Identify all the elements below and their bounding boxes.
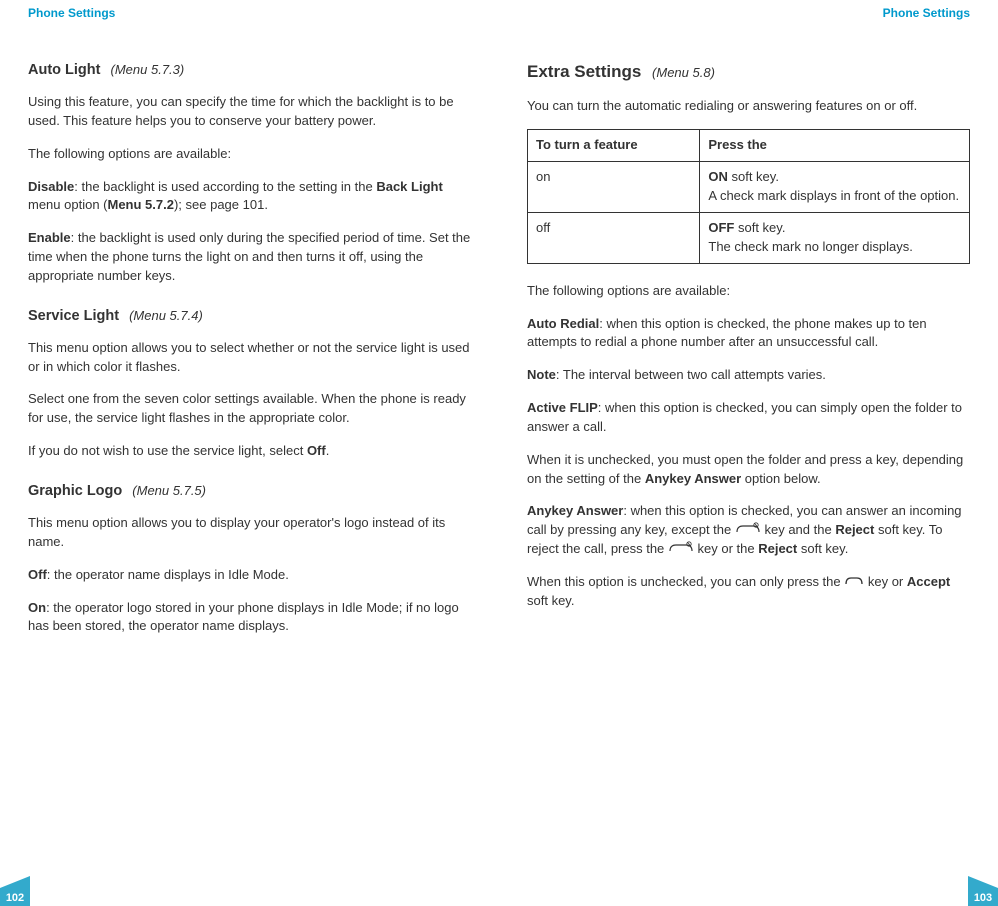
label: OFF (708, 220, 734, 235)
heading-text: Auto Light (28, 62, 100, 78)
para-enable: Enable: the backlight is used only durin… (28, 229, 471, 286)
heading-extra-settings: Extra Settings (Menu 5.8) (527, 60, 970, 85)
end-key-icon (735, 521, 761, 540)
para: Anykey Answer: when this option is check… (527, 502, 970, 559)
heading-text: Graphic Logo (28, 483, 122, 499)
table-cell: OFF soft key. The check mark no longer d… (700, 213, 970, 264)
text: soft key. The check mark no longer displ… (708, 220, 912, 254)
text: key and the (761, 522, 835, 537)
para-disable: Disable: the backlight is used according… (28, 178, 471, 216)
para: Select one from the seven color settings… (28, 390, 471, 428)
para: This menu option allows you to select wh… (28, 339, 471, 377)
text: : the operator name displays in Idle Mod… (47, 567, 289, 582)
para: The following options are available: (527, 282, 970, 301)
menu-tag: (Menu 5.8) (652, 65, 715, 80)
text: : the backlight is used only during the … (28, 230, 470, 283)
menu-tag: (Menu 5.7.4) (129, 308, 203, 323)
text: When this option is unchecked, you can o… (527, 574, 844, 589)
para: You can turn the automatic redialing or … (527, 97, 970, 116)
label: Menu 5.7.2 (108, 197, 174, 212)
label: Off (307, 443, 326, 458)
text: ); see page 101. (174, 197, 268, 212)
para: The following options are available: (28, 145, 471, 164)
menu-tag: (Menu 5.7.3) (111, 62, 185, 77)
text: soft key. A check mark displays in front… (708, 169, 959, 203)
table-header-row: To turn a feature Press the (528, 130, 970, 162)
para: Off: the operator name displays in Idle … (28, 566, 471, 585)
label: Auto Redial (527, 316, 599, 331)
page-spread: Phone Settings Auto Light (Menu 5.7.3) U… (0, 0, 998, 906)
table-row: off OFF soft key. The check mark no long… (528, 213, 970, 264)
page-number-triangle (968, 876, 998, 888)
heading-text: Extra Settings (527, 62, 641, 81)
label: Reject (835, 522, 874, 537)
para: Using this feature, you can specify the … (28, 93, 471, 131)
table-header: Press the (700, 130, 970, 162)
page-102: Phone Settings Auto Light (Menu 5.7.3) U… (0, 0, 499, 906)
para: On: the operator logo stored in your pho… (28, 599, 471, 637)
text: option below. (741, 471, 821, 486)
page-content-right: Extra Settings (Menu 5.8) You can turn t… (527, 60, 970, 611)
label: Disable (28, 179, 74, 194)
page-103: Phone Settings Extra Settings (Menu 5.8)… (499, 0, 998, 906)
text: key or (864, 574, 907, 589)
text: If you do not wish to use the service li… (28, 443, 307, 458)
heading-graphic-logo: Graphic Logo (Menu 5.7.5) (28, 481, 471, 502)
para: Note: The interval between two call atte… (527, 366, 970, 385)
label: Note (527, 367, 556, 382)
page-header-left: Phone Settings (28, 6, 471, 20)
table-cell: off (528, 213, 700, 264)
text: : The interval between two call attempts… (556, 367, 826, 382)
table-cell: on (528, 162, 700, 213)
end-key-icon (668, 540, 694, 559)
label: Off (28, 567, 47, 582)
heading-text: Service Light (28, 308, 119, 324)
text: key or the (694, 541, 758, 556)
table-cell: ON soft key. A check mark displays in fr… (700, 162, 970, 213)
table-row: on ON soft key. A check mark displays in… (528, 162, 970, 213)
table-header: To turn a feature (528, 130, 700, 162)
text: soft key. (527, 593, 574, 608)
page-header-right: Phone Settings (527, 6, 970, 20)
send-key-icon (844, 573, 864, 592)
text: : the operator logo stored in your phone… (28, 600, 459, 634)
label: Reject (758, 541, 797, 556)
text: . (326, 443, 330, 458)
para: When it is unchecked, you must open the … (527, 451, 970, 489)
page-number-triangle (0, 876, 30, 888)
label: ON (708, 169, 728, 184)
para: If you do not wish to use the service li… (28, 442, 471, 461)
menu-tag: (Menu 5.7.5) (132, 483, 206, 498)
para: Active FLIP: when this option is checked… (527, 399, 970, 437)
label: Anykey Answer (527, 503, 623, 518)
label: On (28, 600, 46, 615)
label: Accept (907, 574, 950, 589)
page-number: 102 (0, 892, 30, 904)
para: This menu option allows you to display y… (28, 514, 471, 552)
page-content-left: Auto Light (Menu 5.7.3) Using this featu… (28, 60, 471, 636)
para: When this option is unchecked, you can o… (527, 573, 970, 611)
label: Back Light (376, 179, 442, 194)
label: Active FLIP (527, 400, 598, 415)
page-number: 103 (968, 892, 998, 904)
label: Enable (28, 230, 71, 245)
para: Auto Redial: when this option is checked… (527, 315, 970, 353)
text: : the backlight is used according to the… (74, 179, 376, 194)
heading-service-light: Service Light (Menu 5.7.4) (28, 306, 471, 327)
text: menu option ( (28, 197, 108, 212)
settings-table: To turn a feature Press the on ON soft k… (527, 129, 970, 263)
text: soft key. (797, 541, 848, 556)
label: Anykey Answer (645, 471, 741, 486)
heading-auto-light: Auto Light (Menu 5.7.3) (28, 60, 471, 81)
